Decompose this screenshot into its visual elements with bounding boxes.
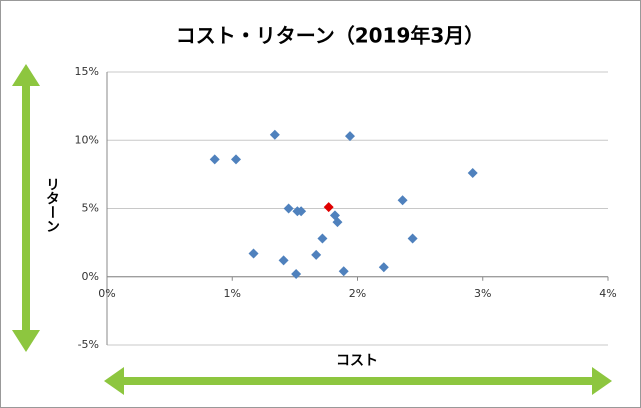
x-axis-label: コスト [336,353,378,369]
point [291,269,302,280]
point [278,255,289,266]
point [209,154,220,165]
x-tick-label: 1% [224,287,241,300]
x-tick-label: 4% [599,287,616,300]
x-tick-label: 3% [474,287,491,300]
point [467,168,478,179]
y-tick-label: 10% [75,133,99,146]
point [231,154,242,165]
y-tick-label: 15% [75,65,99,78]
x-arrow [104,367,612,395]
point [397,195,408,206]
y-axis-label: リターン [44,177,60,233]
point [344,131,355,142]
y-tick-label: -5% [78,338,99,351]
point [323,202,334,213]
point [338,266,349,277]
x-tick-label: 0% [98,287,115,300]
point [332,217,343,228]
x-tick-label: 2% [349,287,366,300]
point [296,206,307,217]
y-arrow [12,64,40,352]
point [378,262,389,273]
y-tick-label: 5% [82,202,99,215]
point [407,233,418,244]
point [283,203,294,214]
y-tick-label: 0% [82,270,99,283]
point [317,233,328,244]
point [248,248,259,259]
chart-title: コスト・リターン（2019年3月） [176,24,485,48]
point [269,129,280,140]
point [311,249,322,260]
